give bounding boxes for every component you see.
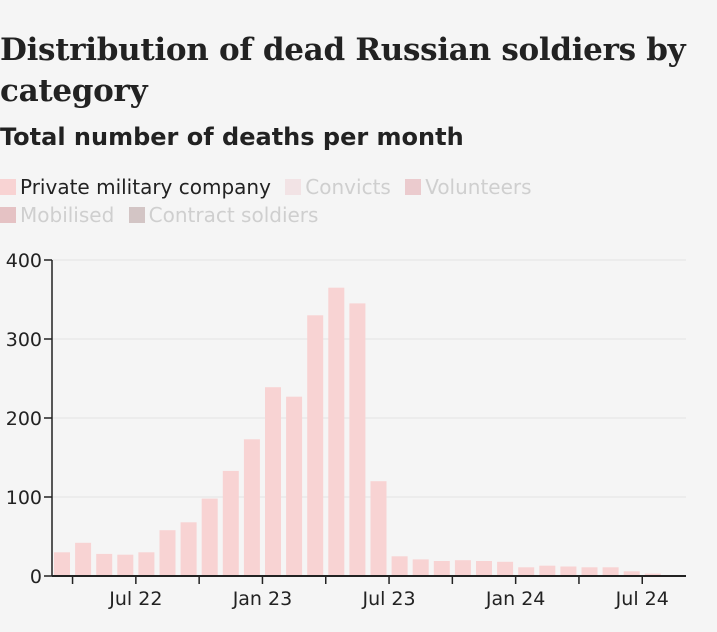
chart-title: Distribution of dead Russian soldiers by…: [0, 32, 686, 109]
y-tick-label-400: 400: [6, 250, 42, 272]
bar-2022-09: [180, 522, 197, 576]
legend-item-private-military-company[interactable]: Private military company: [0, 173, 271, 201]
bar-2022-08: [159, 530, 176, 576]
legend-label-mobilised: Mobilised: [20, 203, 115, 227]
bar-2023-08: [412, 559, 429, 576]
legend-label-volunteers: Volunteers: [425, 175, 532, 199]
legend-swatch-contract-soldiers: [128, 207, 145, 223]
bar-2024-05: [602, 567, 619, 576]
legend: Private military company Convicts Volunt…: [0, 173, 700, 229]
y-tick-label-0: 0: [30, 566, 42, 588]
bar-2023-10: [454, 560, 471, 576]
bar-2022-06: [117, 554, 134, 576]
x-tick-label-Jan-23: Jan 23: [232, 588, 293, 610]
x-tick-label-Jul-24: Jul 24: [615, 588, 669, 610]
bar-2023-06: [370, 481, 387, 576]
bar-2024-02: [539, 565, 556, 576]
bar-2023-04: [328, 287, 345, 576]
bar-2024-04: [581, 567, 598, 576]
bar-2022-12: [243, 439, 260, 576]
chart-plot: 0 100 200 300 400 Jul 22 Jan 23 Jul 23 Jan 24 Jul…: [6, 250, 686, 610]
x-tick-label-Jul-23: Jul 23: [361, 588, 415, 610]
legend-label-private-military-company: Private military company: [20, 175, 271, 199]
gridlines: [52, 259, 686, 498]
legend-label-convicts: Convicts: [305, 175, 391, 199]
bar-2023-12: [497, 561, 514, 576]
bar-2022-10: [201, 498, 218, 576]
bar-2023-07: [391, 556, 408, 577]
bar-2022-07: [138, 552, 155, 576]
chart-subtitle: Total number of deaths per month: [0, 123, 464, 151]
y-tick-label-100: 100: [6, 487, 42, 509]
bar-2024-03: [560, 566, 577, 576]
legend-swatch-mobilised: [0, 207, 16, 223]
bar-2023-01: [265, 387, 281, 576]
bar-2024-06: [623, 571, 640, 576]
legend-label-contract-soldiers: Contract soldiers: [148, 203, 319, 227]
x-tick-label-Jan-24: Jan 24: [485, 588, 546, 610]
bar-2022-04: [75, 542, 92, 576]
bar-2022-05: [96, 553, 113, 576]
legend-swatch-convicts: [285, 179, 302, 195]
y-tick-label-200: 200: [6, 408, 42, 430]
axes: 0 100 200 300 400 Jul 22 Jan 23 Jul 23 Jan 24 Jul…: [6, 250, 686, 610]
y-tick-label-300: 300: [6, 329, 42, 351]
bar-2024-01: [518, 567, 535, 576]
bar-2022-11: [222, 470, 239, 576]
bar-2024-07: [644, 573, 661, 576]
bar-2023-03: [307, 315, 324, 576]
legend-item-volunteers[interactable]: Volunteers: [405, 173, 532, 201]
bar-2023-05: [349, 303, 366, 576]
x-tick-label-Jul-22: Jul 22: [108, 588, 162, 610]
bar-2022-03: [54, 552, 70, 576]
legend-swatch-private-military-company: [0, 179, 16, 195]
bar-2023-02: [286, 396, 303, 576]
legend-item-mobilised[interactable]: Mobilised: [0, 201, 114, 229]
bars: [54, 287, 661, 577]
bar-2023-09: [433, 561, 450, 576]
legend-swatch-volunteers: [405, 179, 422, 195]
bar-2023-11: [476, 561, 492, 576]
legend-item-convicts[interactable]: Convicts: [285, 173, 391, 201]
legend-item-contract-soldiers[interactable]: Contract soldiers: [128, 201, 319, 229]
